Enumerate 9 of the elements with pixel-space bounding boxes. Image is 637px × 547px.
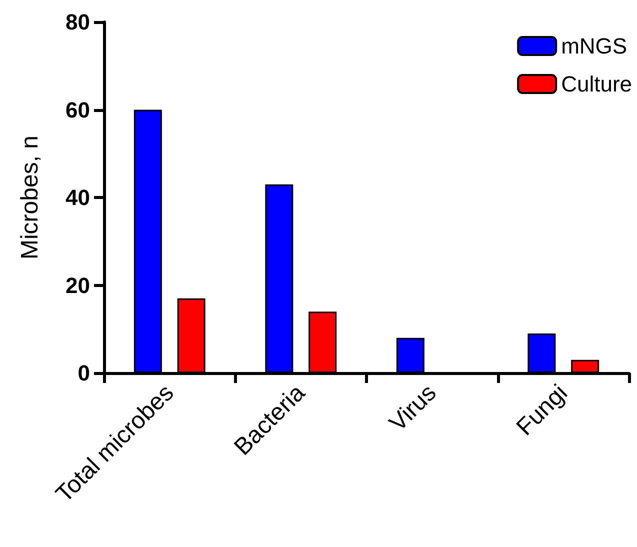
legend-label: Culture [561,72,632,96]
y-tick-label: 0 [78,360,90,386]
y-tick-label: 80 [66,10,90,34]
y-tick-label: 60 [66,97,90,122]
y-axis-title: Microbes, n [16,135,44,260]
y-tick-label: 40 [66,185,90,210]
legend-label: mNGS [561,34,628,58]
y-tick-label: 20 [66,272,90,298]
x-tick-label: Virus [384,379,442,437]
